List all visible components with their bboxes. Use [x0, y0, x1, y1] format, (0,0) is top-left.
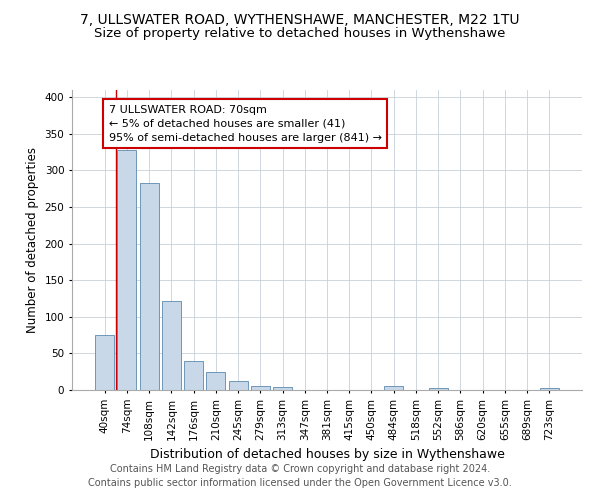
Bar: [118, 150, 136, 390]
Bar: [384, 386, 403, 390]
Text: Contains HM Land Registry data © Crown copyright and database right 2024.
Contai: Contains HM Land Registry data © Crown c…: [88, 464, 512, 487]
Text: 7 ULLSWATER ROAD: 70sqm
← 5% of detached houses are smaller (41)
95% of semi-det: 7 ULLSWATER ROAD: 70sqm ← 5% of detached…: [109, 104, 382, 142]
Y-axis label: Number of detached properties: Number of detached properties: [26, 147, 39, 333]
Bar: [95, 335, 114, 390]
Bar: [229, 381, 248, 390]
Bar: [184, 362, 203, 390]
Bar: [429, 388, 448, 390]
Bar: [206, 372, 225, 390]
Bar: [162, 300, 181, 390]
Text: 7, ULLSWATER ROAD, WYTHENSHAWE, MANCHESTER, M22 1TU: 7, ULLSWATER ROAD, WYTHENSHAWE, MANCHEST…: [80, 12, 520, 26]
Bar: [540, 388, 559, 390]
Bar: [273, 387, 292, 390]
Bar: [251, 386, 270, 390]
Bar: [140, 183, 158, 390]
X-axis label: Distribution of detached houses by size in Wythenshawe: Distribution of detached houses by size …: [149, 448, 505, 461]
Text: Size of property relative to detached houses in Wythenshawe: Size of property relative to detached ho…: [94, 28, 506, 40]
